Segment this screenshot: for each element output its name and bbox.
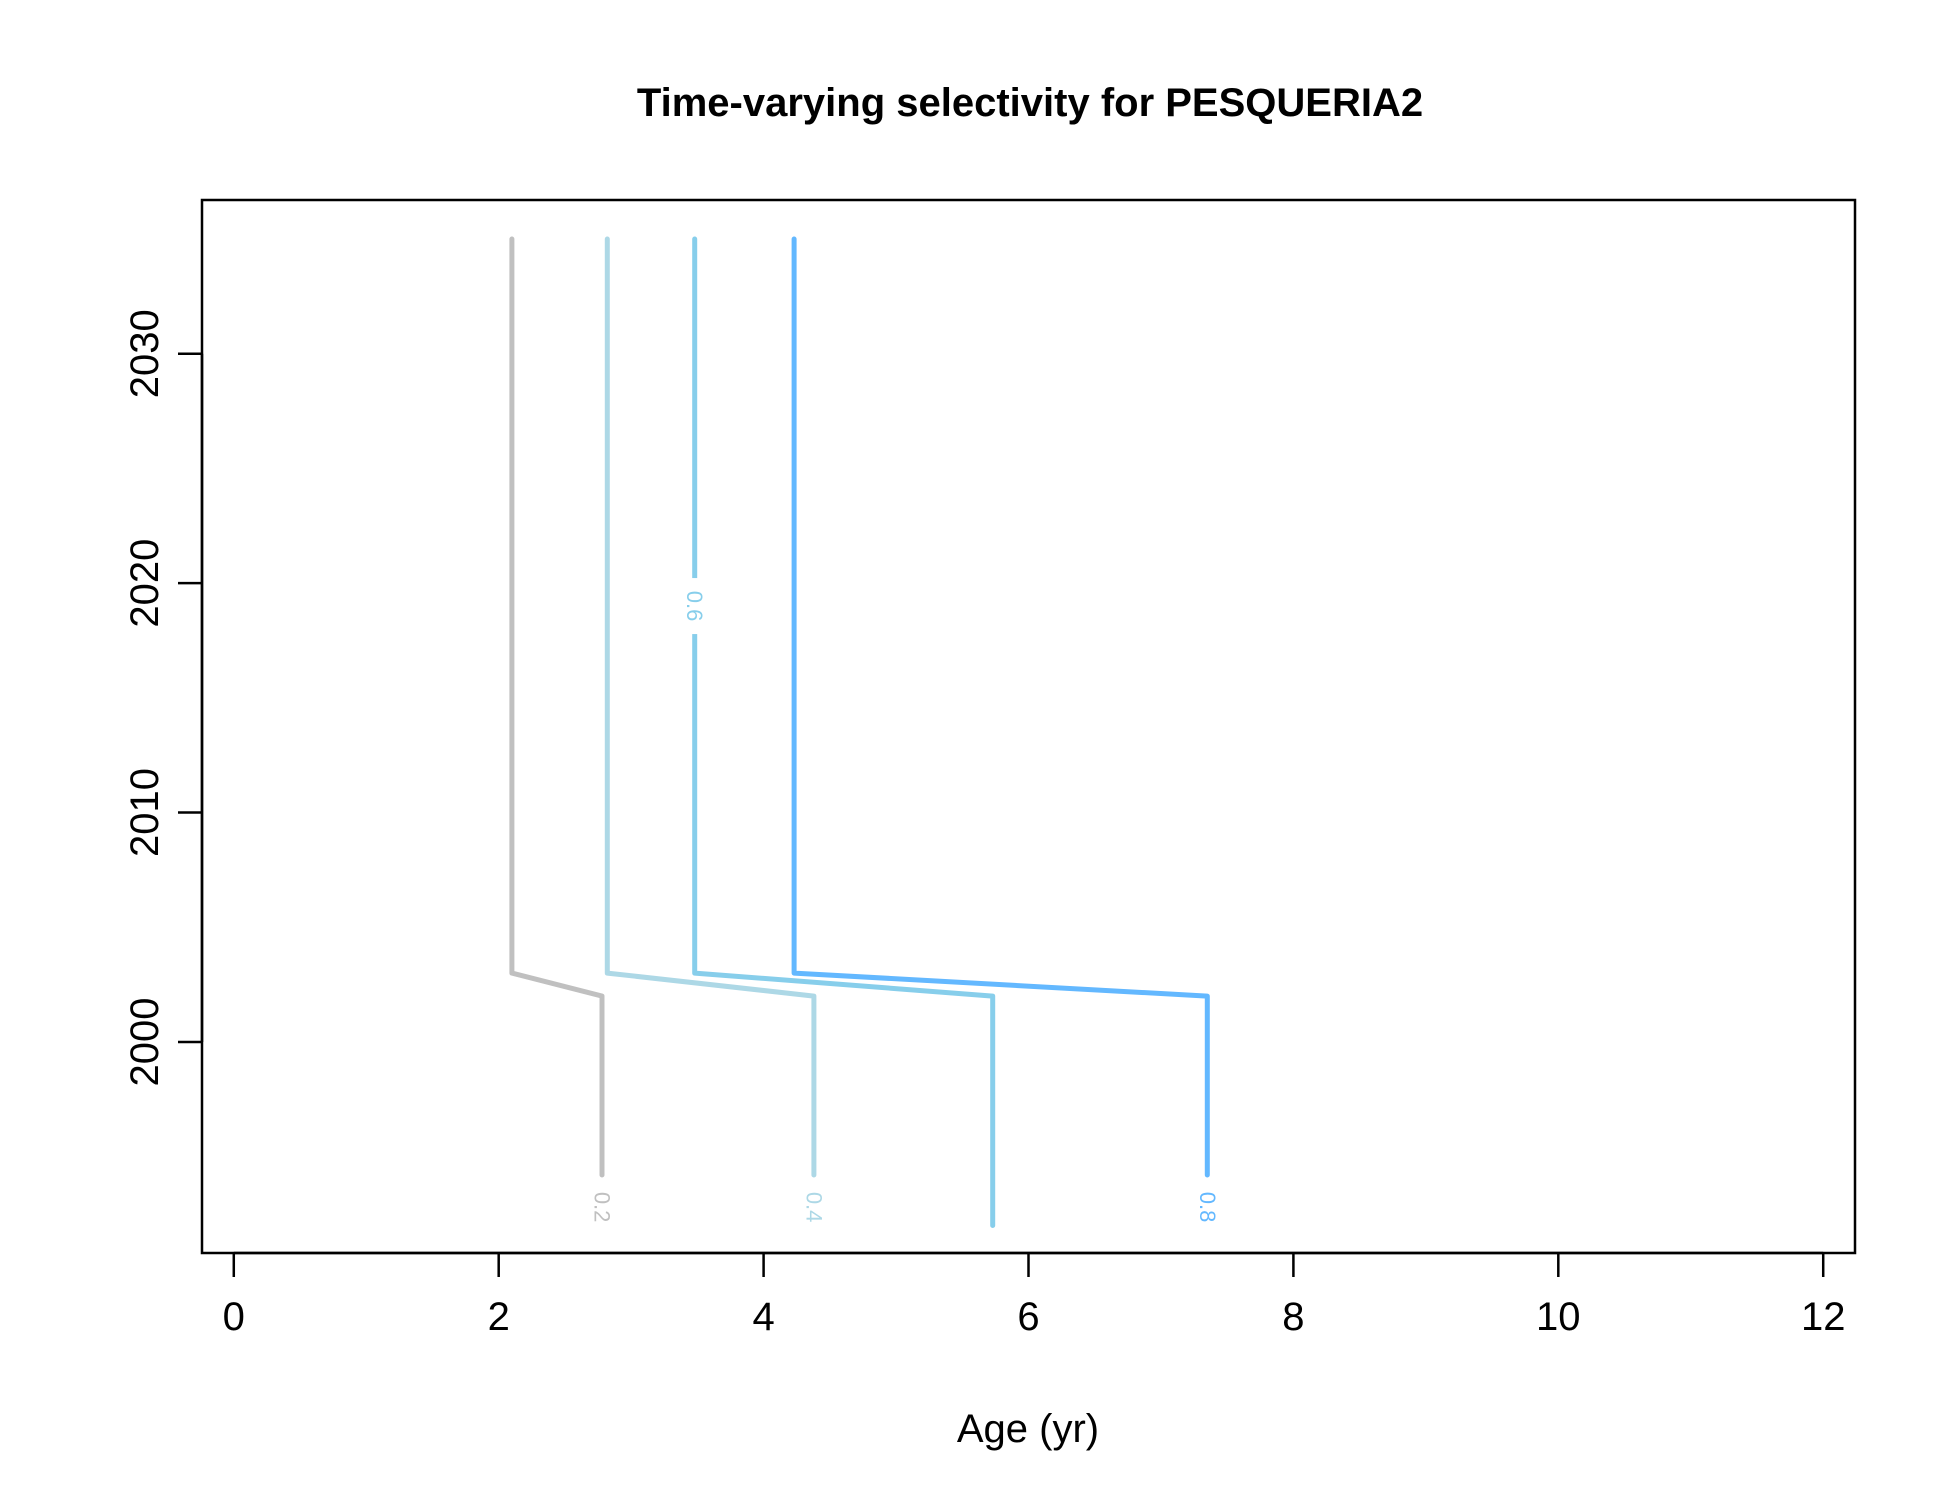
x-tick-label: 8 xyxy=(1282,1295,1304,1339)
series-line-3 xyxy=(692,236,996,1228)
series-line-2 xyxy=(604,236,817,1178)
chart-title: Time-varying selectivity for PESQUERIA2 xyxy=(637,81,1423,125)
series-line-4 xyxy=(791,236,1210,1178)
contour-label-1: 0.2 xyxy=(590,1192,615,1223)
series-line-1 xyxy=(509,236,605,1178)
contour-labels: 0.2 0.4 0.6 0.8 xyxy=(590,578,1220,1236)
x-tick-label: 0 xyxy=(223,1295,245,1339)
contour-label-gap xyxy=(590,1179,615,1236)
contour-label-2: 0.4 xyxy=(801,1192,826,1223)
x-tick-label: 12 xyxy=(1801,1295,1846,1339)
y-axis: 2000 2010 2020 2030 xyxy=(123,309,204,1086)
contour-label-4: 0.8 xyxy=(1195,1192,1220,1223)
x-tick-label: 4 xyxy=(752,1295,774,1339)
x-tick-label: 10 xyxy=(1536,1295,1581,1339)
y-tick-label: 2010 xyxy=(123,768,167,857)
y-tick-label: 2000 xyxy=(123,997,167,1086)
plot-frame xyxy=(200,198,1857,1255)
y-tick-label: 2020 xyxy=(123,539,167,628)
x-axis: 0 2 4 6 8 10 12 xyxy=(223,1251,1846,1339)
y-tick-label: 2030 xyxy=(123,309,167,398)
x-axis-label: Age (yr) xyxy=(957,1407,1099,1451)
contour-label-3: 0.6 xyxy=(682,591,707,622)
series-layer xyxy=(509,236,1210,1228)
contour-label-gap xyxy=(1195,1179,1220,1236)
contour-label-gap xyxy=(801,1179,826,1236)
contour-label-gap xyxy=(682,578,707,635)
x-tick-label: 6 xyxy=(1017,1295,1039,1339)
x-tick-label: 2 xyxy=(488,1295,510,1339)
